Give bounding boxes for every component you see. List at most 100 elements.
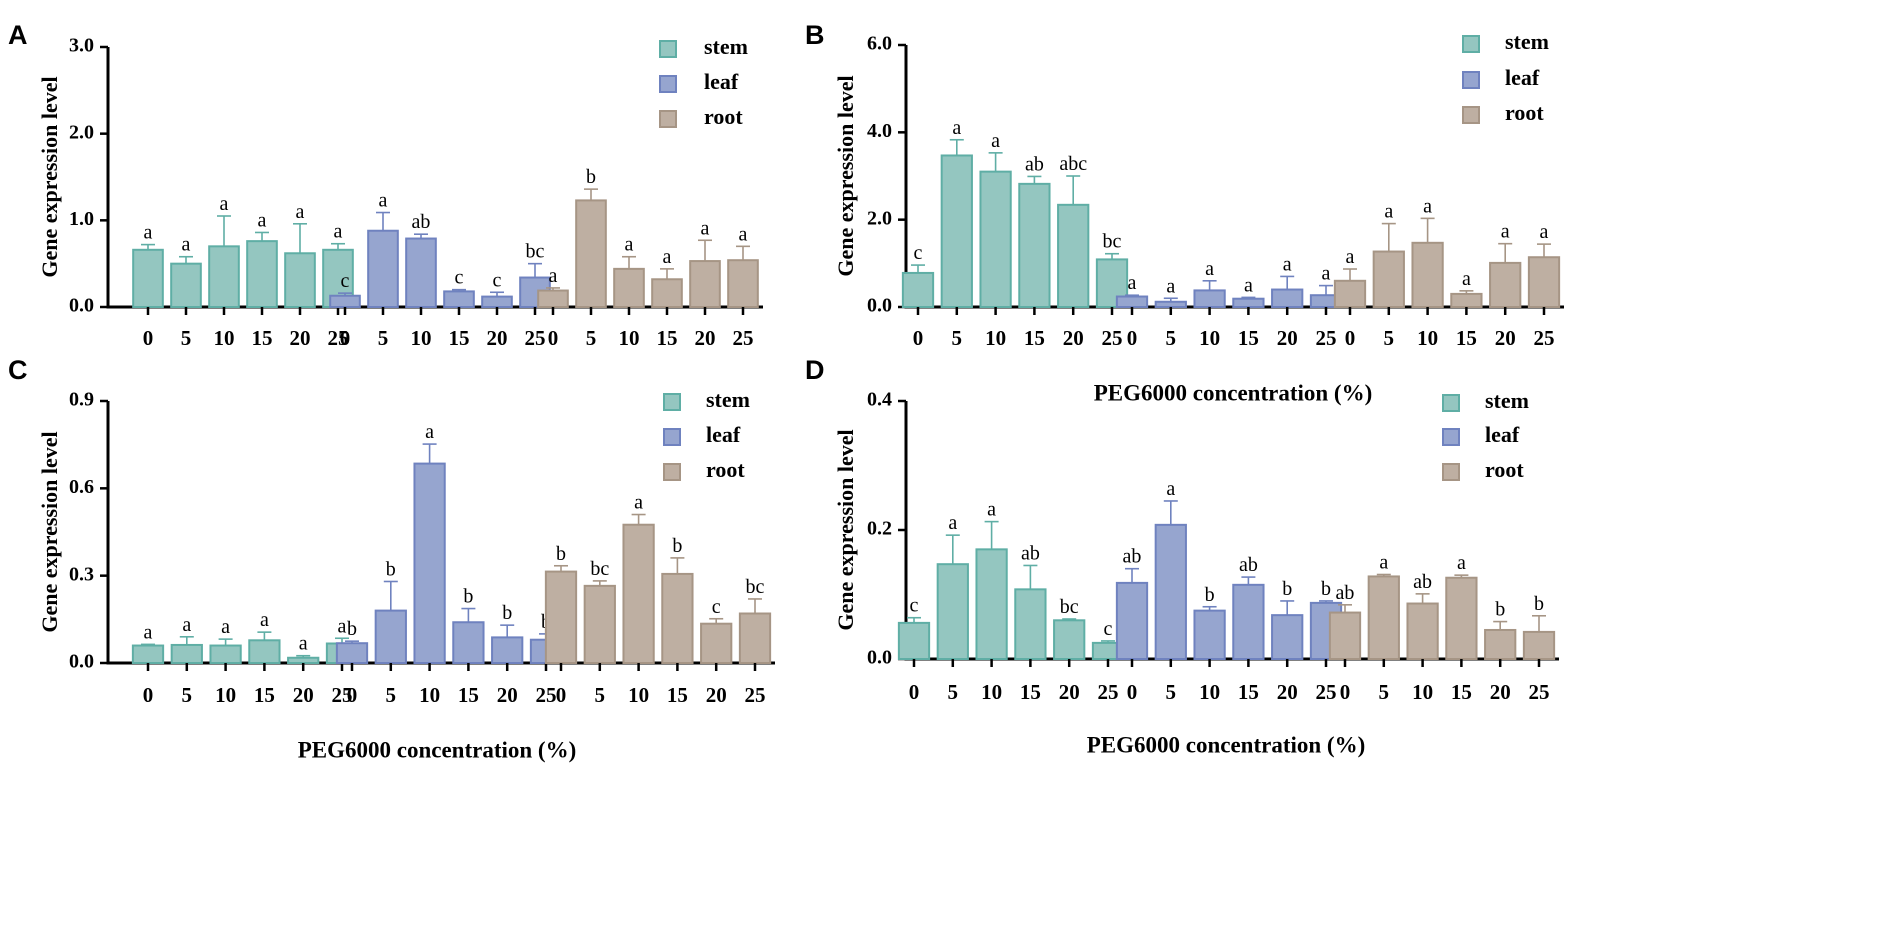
panel-letter: B [805,20,825,50]
significance-letter: a [425,421,434,443]
panel-c: C Gene expression level 0.0 0.3 0.6 0.9 a 0 a 5 a 1… [8,355,775,762]
legend-swatch-leaf [1442,428,1460,446]
significance-letter: a [1462,268,1471,290]
bar-stem [1057,203,1090,309]
x-tick-label: 15 [1024,326,1045,350]
significance-letter: c [712,596,721,618]
bar-leaf [1154,523,1187,661]
bar-stem [170,643,203,664]
significance-letter: b [502,602,512,624]
legend-swatch-stem [1442,394,1460,412]
bar-root [575,199,607,308]
significance-letter: a [1457,552,1466,574]
y-tick-label: 2.0 [867,207,892,229]
x-tick-label: 5 [595,683,606,707]
x-tick-label: 15 [1456,326,1477,350]
y-axis-title: Gene expression level [833,429,858,630]
panel-letter: A [8,20,28,50]
x-tick-label: 5 [378,326,389,350]
significance-letter: a [1244,274,1253,296]
significance-letter: a [987,499,996,521]
significance-letter: ab [1413,571,1432,593]
significance-letter: a [379,190,388,212]
bar-stem [208,245,240,308]
x-tick-label: 10 [214,326,235,350]
bar-leaf [329,294,361,309]
legend-swatch-stem [1462,35,1480,53]
significance-letter: b [347,618,357,640]
legend-label-stem: stem [704,34,748,59]
x-tick-label: 20 [706,683,727,707]
x-tick-label: 25 [1316,326,1337,350]
bar-leaf [374,609,407,664]
legend-swatch-leaf [663,428,681,446]
bar-stem [1053,619,1086,660]
significance-letter: a [144,621,153,643]
legend-swatch-stem [663,393,681,411]
x-tick-label: 10 [419,683,440,707]
bar-leaf [481,295,513,309]
legend-label-leaf: leaf [706,422,741,447]
x-tick-label: 0 [1345,326,1356,350]
bar-stem [248,639,281,665]
y-tick-label: 6.0 [867,33,892,55]
x-tick-label: 15 [657,326,678,350]
x-tick-label: 25 [1098,680,1119,704]
significance-letter: a [739,223,748,245]
significance-letter: a [1283,253,1292,275]
significance-letter: a [299,633,308,655]
significance-letter: b [672,535,682,557]
bar-root [537,289,569,308]
x-tick-label: 5 [586,326,597,350]
x-tick-label: 10 [215,683,236,707]
x-tick-label: 25 [733,326,754,350]
significance-letter: bc [1103,231,1122,253]
panel-b: B Gene expression level 0.0 2.0 4.0 6.0 c 0 a 5 a 1… [805,20,1564,405]
x-tick-label: 5 [1379,680,1390,704]
y-tick-label: 4.0 [867,120,892,142]
y-tick-label: 0.6 [69,476,94,498]
legend-swatch-leaf [1462,71,1480,89]
significance-letter: ab [1239,554,1258,576]
bar-stem [1014,588,1047,661]
bar-stem [979,170,1012,308]
y-axis-title: Gene expression level [37,431,62,632]
significance-letter: a [701,217,710,239]
significance-letter: b [1534,593,1544,615]
bar-root [700,622,733,665]
x-tick-label: 0 [913,326,924,350]
bar-root [1527,256,1561,308]
significance-letter: a [948,512,957,534]
bar-leaf [1115,581,1149,661]
significance-letter: a [338,615,347,637]
bar-stem [246,240,278,308]
bar-stem [901,271,935,309]
significance-letter: c [341,270,350,292]
significance-letter: a [1346,246,1355,268]
x-tick-label: 15 [1451,680,1472,704]
x-tick-label: 20 [1059,680,1080,704]
bar-stem [209,644,242,664]
bar-root [622,523,655,664]
x-axis-title: PEG6000 concentration (%) [298,737,577,762]
x-tick-label: 25 [525,326,546,350]
bar-stem [170,262,202,308]
bar-leaf [367,229,399,309]
x-tick-label: 0 [556,683,567,707]
significance-letter: b [463,586,473,608]
x-tick-label: 15 [1020,680,1041,704]
x-tick-label: 25 [536,683,557,707]
bar-leaf [1115,295,1149,308]
x-tick-label: 25 [332,683,353,707]
bar-root [1372,250,1405,308]
significance-letter: a [220,193,229,215]
bar-root [1522,630,1556,660]
legend-label-leaf: leaf [704,69,739,94]
legend-label-leaf: leaf [1485,422,1520,447]
legend-label-leaf: leaf [1505,65,1540,90]
significance-letter: a [1423,195,1432,217]
y-tick-label: 1.0 [69,208,94,230]
x-tick-label: 10 [1417,326,1438,350]
legend-label-root: root [1485,457,1524,482]
